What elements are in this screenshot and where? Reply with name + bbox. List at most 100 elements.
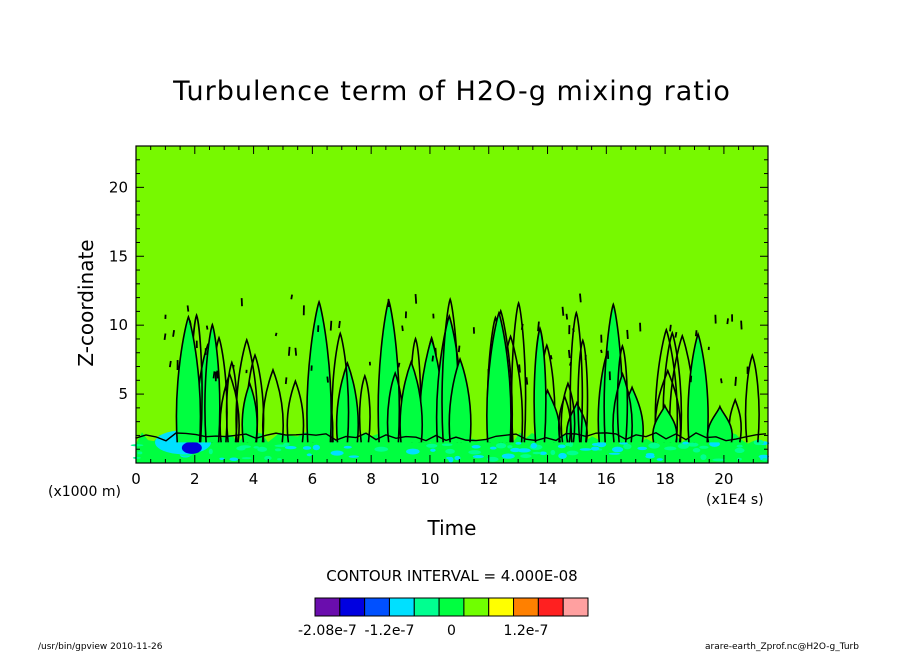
contour-line [338,320,341,329]
contour-line [579,293,582,303]
turbulence-patch [558,452,567,459]
contour-line [448,356,472,443]
contour-line [567,349,571,359]
turbulence-patch [239,445,251,449]
contour-line [726,318,729,325]
turbulence-patch [374,446,389,452]
colorbar-tick-label: -1.2e-7 [365,623,415,639]
contour-line [434,347,437,356]
turbulence-patch [130,444,144,447]
contour-line [287,346,291,356]
turbulence-patch [564,442,571,447]
turbulence-patch [734,447,745,453]
contour-line [560,381,576,443]
contour-line [241,381,258,443]
turbulence-patch [445,448,455,454]
contour-line [706,404,734,443]
turbulence-patch [306,453,312,457]
turbulence-patch [579,448,592,451]
contour-line [565,313,569,320]
contour-line [294,347,298,356]
turbulence-patch [446,456,451,460]
x-axis-unit-note: (x1E4 s) [706,492,764,508]
turbulence-patch [677,443,690,449]
footer-source-file: arare-earth_Zprof.nc@H2O-g_Turb [705,642,859,652]
contour-line [533,326,547,443]
turbulence-patch [330,450,344,456]
colorbar-swatch [488,597,515,617]
contour-line [569,362,572,366]
turbulence-patch [758,454,770,459]
contour-line [561,306,565,316]
x-tick-label: 14 [538,470,557,488]
turbulence-patch [712,458,726,462]
turbulence-patch [664,446,677,451]
turbulence-patch [611,446,624,453]
turbulence-patch [471,445,481,449]
x-tick-label: 20 [714,470,733,488]
turbulence-patch [253,446,260,449]
y-tick-label: 20 [109,178,128,196]
y-tick-label: 10 [109,316,128,334]
contour-line [331,331,350,443]
turbulence-patch [257,446,268,452]
contour-line [335,360,359,443]
turbulence-patch [208,448,213,455]
colorbar: -2.08e-7 -1.2e-7 0 1.2e-7 [298,597,589,639]
turbulence-patch [284,446,297,450]
x-axis-label: Time [427,516,477,540]
contour-line [163,333,167,341]
contour-line [168,360,172,368]
y-tick-label: 5 [118,385,128,403]
turbulence-patch [406,448,420,455]
footer-program-date: /usr/bin/gpview 2010-11-26 [38,642,163,652]
contour-line [457,345,461,353]
contour-line [694,330,698,337]
contour-line [401,325,404,332]
colorbar-swatch [314,597,341,617]
turbulence-patch [343,445,352,449]
contour-line [326,376,329,383]
colorbar-swatch [438,597,465,617]
contour-line [518,364,521,373]
contour-line [674,331,678,338]
turbulence-patch [532,451,542,455]
turbulence-patch [274,444,289,448]
turbulence-patch [591,446,600,451]
turbulence-patch [510,447,521,453]
turbulence-patch [486,456,499,462]
contour-line [399,359,423,443]
x-tick-label: 4 [249,470,259,488]
turbulence-patch [645,454,655,459]
contour-line [520,323,524,330]
colorbar-swatch [562,597,589,617]
turbulence-patch [736,444,743,448]
turbulence-patch [264,455,272,461]
contour-line [186,305,190,312]
turbulence-patch [699,445,709,449]
contour-line [286,378,305,443]
turbulence-patch [132,456,141,459]
colorbar-tick-label: -2.08e-7 [298,623,357,639]
contour-line [652,403,678,443]
contour-line [284,377,288,385]
contour-line [329,320,333,331]
turbulence-patch [596,441,607,448]
contour-line [397,362,401,368]
turbulence-patch [241,457,252,460]
contour-line [616,343,629,443]
contour-line [225,360,238,443]
colorbar-swatch [537,597,564,617]
turbulence-patch [277,458,282,461]
x-tick-label: 8 [366,470,376,488]
turbulence-patch [495,442,507,449]
contour-line [626,329,629,339]
turbulence-patch [530,442,538,449]
turbulence-patch [753,439,764,446]
contour-line [537,321,540,332]
contour-line [600,349,603,354]
contour-line [274,332,278,337]
turbulence-patch [637,446,648,451]
turbulence-patch [520,454,532,459]
contour-line [572,328,575,333]
